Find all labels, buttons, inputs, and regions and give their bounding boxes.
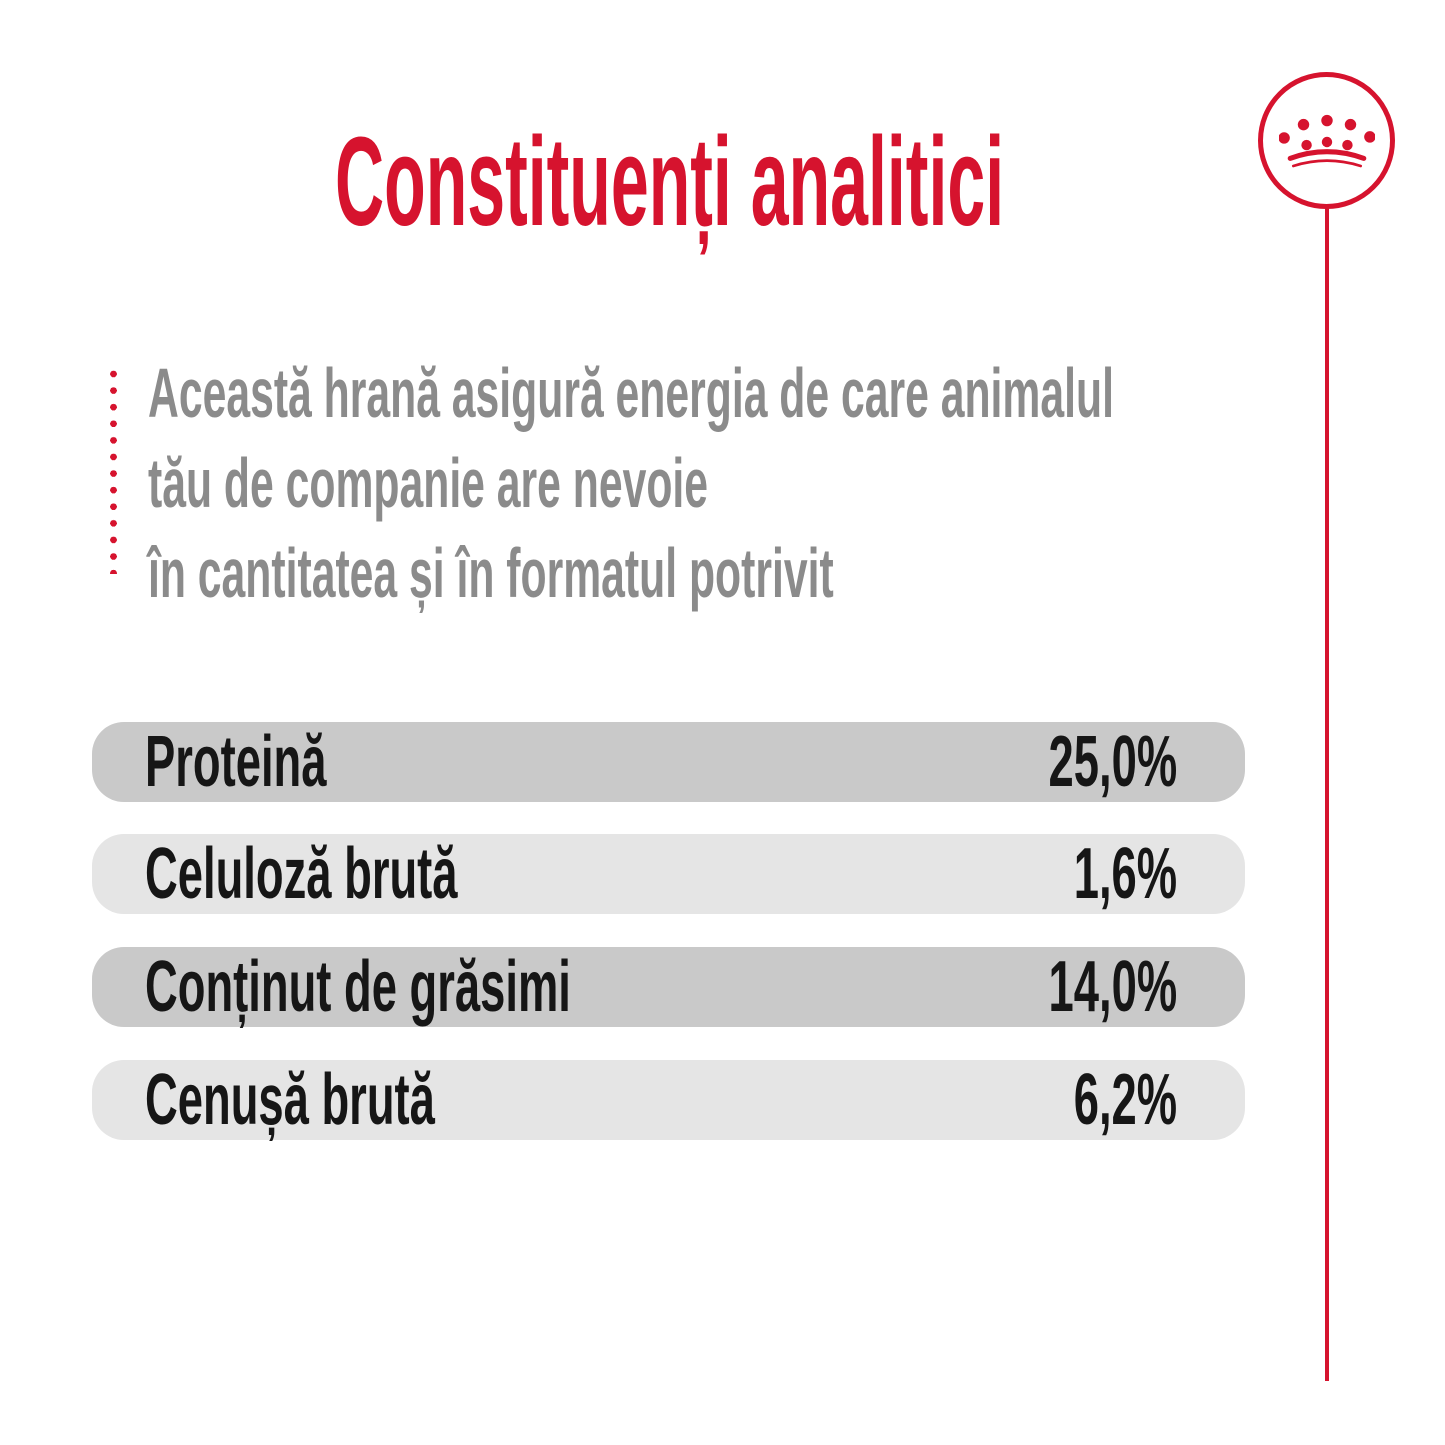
crown-icon — [1279, 114, 1375, 168]
row-label: Cenușă brută — [145, 1060, 435, 1140]
table-row: Cenușă brută 6,2% — [92, 1060, 1245, 1140]
intro-line: Această hrană asigură energia de care an… — [148, 354, 1114, 432]
brand-vertical-line — [1325, 207, 1329, 1381]
brand-logo-circle — [1258, 72, 1395, 209]
table-row: Celuloză brută 1,6% — [92, 834, 1245, 914]
row-value: 1,6% — [1073, 834, 1177, 914]
table-row: Conținut de grăsimi 14,0% — [92, 947, 1245, 1027]
intro-line: tău de companie are nevoie — [148, 444, 709, 522]
row-value: 6,2% — [1073, 1060, 1177, 1140]
table-row: Proteină 25,0% — [92, 722, 1245, 802]
row-label: Conținut de grăsimi — [145, 947, 571, 1027]
dotted-accent-line — [110, 366, 117, 574]
row-label: Proteină — [145, 722, 327, 802]
page-title: Constituenți analitici — [0, 119, 1340, 245]
intro-text: Această hrană asigură energia de care an… — [148, 348, 1248, 618]
row-label: Celuloză brută — [145, 834, 458, 914]
row-value: 14,0% — [1048, 947, 1177, 1027]
page-title-text: Constituenți analitici — [335, 111, 1005, 252]
intro-line: în cantitatea și în formatul potrivit — [148, 534, 834, 612]
row-value: 25,0% — [1048, 722, 1177, 802]
